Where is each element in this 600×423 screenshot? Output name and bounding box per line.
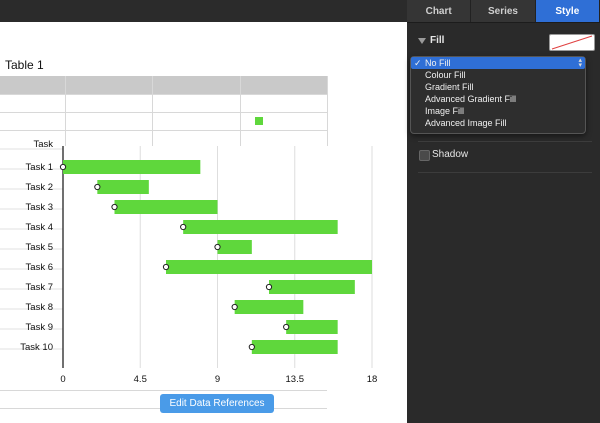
y-axis-header: Task (33, 139, 53, 150)
category-label: Task 9 (26, 322, 53, 333)
start-marker[interactable] (248, 343, 255, 351)
dropdown-option-no-fill[interactable]: ✓ No Fill ▴ ▾ (411, 57, 585, 69)
fill-section: Fill (415, 34, 595, 51)
sheet-canvas: Table 1 Task Task 1 Task 2 Task 3 Task 4 Task… (0, 22, 407, 423)
category-label: Task 8 (26, 302, 53, 313)
edit-data-references-button[interactable]: Edit Data References (160, 394, 274, 413)
x-tick-label: 13.5 (286, 374, 305, 385)
category-label: Task 10 (20, 342, 53, 353)
shadow-checkbox[interactable] (419, 150, 430, 161)
table-row-line (0, 390, 327, 391)
gantt-chart[interactable]: Task Task 1 Task 2 Task 3 Task 4 Task 5 Task 6… (0, 22, 407, 423)
panel-divider (418, 172, 592, 173)
gantt-bar[interactable] (286, 320, 338, 334)
start-marker[interactable] (265, 283, 273, 291)
category-label: Task 6 (26, 262, 53, 273)
category-label: Task 7 (26, 282, 53, 293)
x-tick-label: 18 (367, 374, 378, 385)
legend-swatch[interactable] (255, 117, 263, 125)
x-tick-label: 0 (60, 374, 65, 385)
start-marker[interactable] (180, 223, 187, 231)
category-label: Task 3 (26, 202, 53, 213)
table-col-line (240, 76, 241, 146)
table-col-line (65, 76, 66, 146)
gantt-bar[interactable] (269, 280, 355, 294)
start-marker[interactable] (111, 203, 118, 211)
fill-label: Fill (430, 35, 445, 46)
tab-style[interactable]: Style (535, 0, 600, 22)
table-col-line (327, 76, 328, 146)
x-tick-label: 4.5 (134, 374, 147, 385)
start-marker[interactable] (59, 163, 67, 171)
dropdown-option-advanced-gradient-fill[interactable]: Advanced Gradient Fill (425, 94, 517, 104)
up-down-arrows-icon: ▴ ▾ (578, 57, 582, 69)
table-row-line (0, 112, 327, 113)
fill-type-dropdown[interactable]: ✓ No Fill ▴ ▾ Colour Fill Gradient Fill A… (410, 56, 586, 134)
inspector-tabs: Chart Series Style (407, 0, 600, 23)
dropdown-option-image-fill[interactable]: Image Fill (425, 106, 465, 116)
start-marker[interactable] (283, 323, 290, 331)
gantt-bar[interactable] (63, 160, 201, 174)
dropdown-option-colour-fill[interactable]: Colour Fill (425, 70, 466, 80)
dropdown-option-gradient-fill[interactable]: Gradient Fill (425, 82, 474, 92)
category-label: Task 2 (26, 182, 53, 193)
fill-swatch[interactable] (549, 34, 595, 51)
disclosure-triangle-icon[interactable] (418, 38, 426, 44)
category-label: Task 5 (26, 242, 53, 253)
gantt-bar[interactable] (97, 180, 149, 194)
shadow-label: Shadow (432, 149, 469, 160)
category-label: Task 4 (26, 222, 53, 233)
checkmark-icon: ✓ (414, 58, 422, 68)
start-marker[interactable] (162, 263, 170, 271)
start-marker[interactable] (231, 303, 238, 311)
x-tick-label: 9 (215, 374, 220, 385)
start-marker[interactable] (214, 243, 221, 251)
gantt-bar[interactable] (234, 300, 304, 314)
panel-divider (418, 141, 592, 142)
toolbar-strip (0, 0, 407, 22)
category-label: Task 1 (26, 162, 53, 173)
table-col-line (152, 76, 153, 146)
tab-series[interactable]: Series (471, 0, 536, 22)
dropdown-option-advanced-image-fill[interactable]: Advanced Image Fill (425, 118, 507, 128)
gantt-bar[interactable] (251, 340, 338, 354)
tab-chart[interactable]: Chart (407, 0, 472, 22)
table-header-row (0, 76, 327, 94)
start-marker[interactable] (94, 183, 101, 191)
gantt-bar[interactable] (114, 200, 218, 214)
no-fill-icon (551, 35, 593, 50)
table-row-line (0, 130, 327, 131)
table-title[interactable]: Table 1 (5, 58, 44, 72)
gantt-bar[interactable] (183, 220, 338, 234)
table-row-line (0, 94, 327, 95)
gantt-bar[interactable] (166, 260, 372, 274)
gantt-bar[interactable] (217, 240, 252, 254)
